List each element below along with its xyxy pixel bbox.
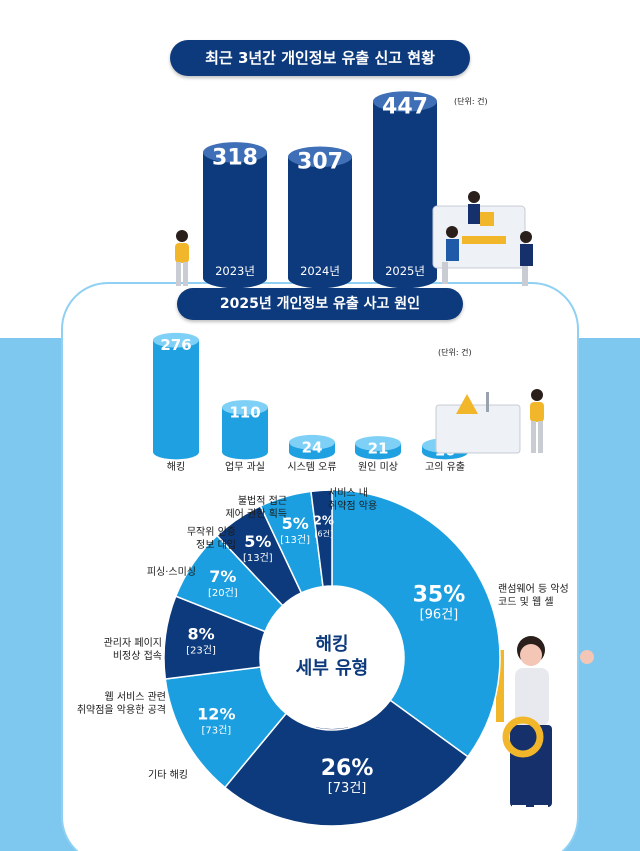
woman-with-key-illustration — [470, 632, 594, 815]
chart2-unit: (단위: 건) — [438, 348, 472, 357]
warning-document-illustration — [435, 389, 544, 454]
count-label: [20건] — [208, 587, 238, 599]
category-label: 코드 및 웹 셸 — [498, 596, 554, 608]
donut-center-subtitle: 세부 유형 — [296, 658, 369, 679]
chart2-title: 2025년 개인정보 유출 사고 원인 — [177, 288, 463, 320]
category-label: 관리자 페이지 — [104, 637, 162, 649]
category-label: 불법적 접근 — [238, 495, 287, 507]
donut-slice — [223, 699, 469, 827]
percent-label: 26% — [321, 756, 374, 781]
percent-label: 35% — [413, 583, 466, 608]
value-label: 110 — [229, 403, 260, 421]
value-label: 307 — [297, 150, 343, 175]
category-label: 업무 과실 — [225, 460, 265, 473]
percent-label: 5% — [244, 532, 271, 551]
percent-label: 7% — [209, 567, 236, 586]
category-label: 피싱·스미싱 — [147, 566, 196, 578]
causes-bar — [355, 436, 401, 460]
value-label: 447 — [382, 94, 428, 119]
donut-slice — [310, 489, 333, 588]
year-label: 2024년 — [300, 264, 340, 278]
count-label: [96건] — [420, 608, 459, 623]
value-label: 276 — [160, 336, 191, 354]
causes-bar — [289, 434, 335, 460]
percent-label: 12% — [197, 705, 235, 724]
reports-bar — [373, 91, 437, 289]
category-label: 취약점을 악용한 공격 — [77, 703, 166, 716]
donut-slice — [331, 489, 501, 758]
donut-center — [261, 587, 403, 729]
donut-center-title: 해킹 — [315, 634, 348, 655]
person-standing-left-illustration — [175, 230, 189, 286]
category-label: 기타 해킹 — [148, 768, 188, 781]
category-label: 웹 서비스 관련 — [104, 691, 166, 703]
count-label: [6건] — [314, 528, 333, 538]
category-label: 취약점 악용 — [328, 500, 377, 512]
reports-bar — [203, 142, 267, 289]
category-label: 무작위 인증 — [187, 525, 236, 538]
reports-bar — [288, 146, 352, 289]
year-label: 2023년 — [215, 264, 255, 278]
percent-label: 8% — [187, 624, 214, 643]
causes-bar — [222, 400, 268, 460]
category-label: 제어 권한 획득 — [225, 508, 287, 520]
count-label: [13건] — [280, 534, 310, 546]
category-label: 서비스 내 — [328, 487, 368, 499]
chart1-unit: (단위: 건) — [454, 97, 488, 106]
count-label: [73건] — [201, 725, 231, 737]
category-label: 랜섬웨어 등 악성 — [498, 583, 569, 595]
count-label: [13건] — [243, 552, 273, 564]
category-label: 해킹 — [167, 460, 185, 473]
value-label: 24 — [302, 438, 323, 456]
category-label: 비정상 접속 — [113, 650, 162, 662]
category-label: 시스템 오류 — [287, 461, 336, 473]
value-label: 318 — [212, 145, 258, 170]
percent-label: 5% — [282, 514, 309, 533]
category-label: 정보 대입 — [196, 538, 236, 551]
team-puzzle-screen-illustration — [432, 191, 533, 286]
chart1-title: 최근 3년간 개인정보 유출 신고 현황 — [170, 40, 470, 76]
value-label: 21 — [368, 439, 389, 457]
count-label: [73건] — [328, 781, 367, 796]
count-label: [23건] — [186, 644, 216, 656]
percent-label: 2% — [314, 513, 334, 527]
category-label: 고의 유출 — [425, 461, 465, 473]
category-label: 원인 미상 — [358, 461, 398, 473]
causes-bar — [153, 332, 199, 460]
year-label: 2025년 — [385, 264, 425, 278]
